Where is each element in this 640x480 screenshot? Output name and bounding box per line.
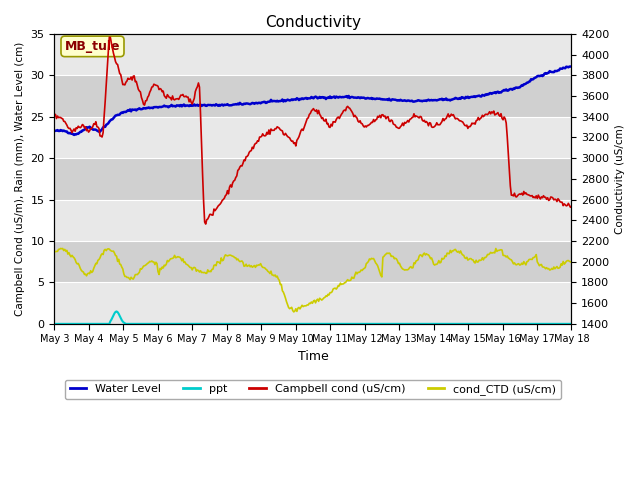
- Bar: [54, 158, 572, 200]
- Bar: [54, 117, 572, 158]
- Y-axis label: Campbell Cond (uS/m), Rain (mm), Water Level (cm): Campbell Cond (uS/m), Rain (mm), Water L…: [15, 42, 25, 316]
- Text: MB_tule: MB_tule: [65, 40, 120, 53]
- Y-axis label: Conductivity (uS/cm): Conductivity (uS/cm): [615, 124, 625, 234]
- Bar: [54, 282, 572, 324]
- Title: Conductivity: Conductivity: [265, 15, 361, 30]
- Bar: [54, 200, 572, 241]
- Bar: [54, 34, 572, 75]
- Bar: [54, 75, 572, 117]
- Legend: Water Level, ppt, Campbell cond (uS/cm), cond_CTD (uS/cm): Water Level, ppt, Campbell cond (uS/cm),…: [65, 380, 561, 399]
- X-axis label: Time: Time: [298, 350, 328, 363]
- Bar: [54, 241, 572, 282]
